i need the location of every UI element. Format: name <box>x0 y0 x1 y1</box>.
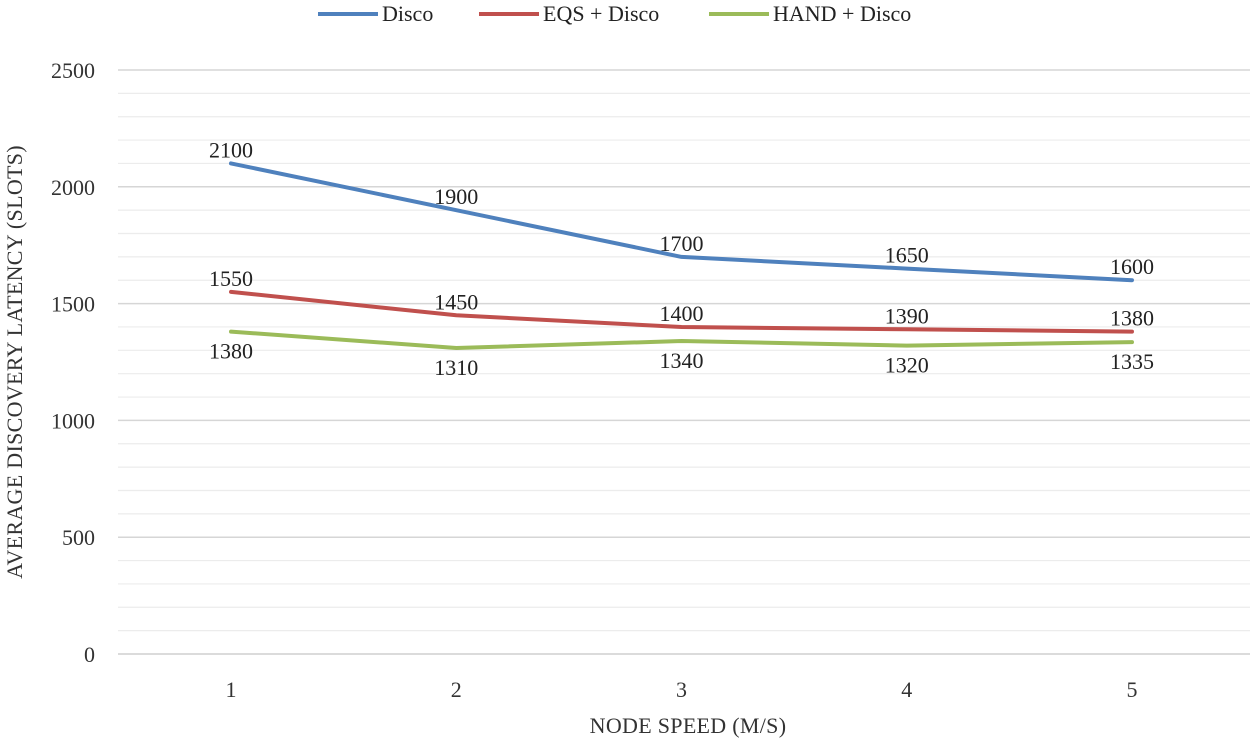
series-line-2 <box>229 329 1134 350</box>
data-label: 1380 <box>1110 306 1154 331</box>
x-tick-label: 5 <box>1127 677 1138 702</box>
data-label: 1600 <box>1110 254 1154 279</box>
x-axis-title: NODE SPEED (M/S) <box>590 713 787 738</box>
series-lines <box>229 161 1134 350</box>
y-axis-title: AVERAGE DISCOVERY LATENCY (SLOTS) <box>2 145 27 579</box>
data-label: 1380 <box>209 339 253 364</box>
data-label: 1320 <box>885 353 929 378</box>
data-label: 2100 <box>209 137 253 162</box>
x-tick-label: 2 <box>451 677 462 702</box>
y-tick-label: 2500 <box>51 58 95 83</box>
y-tick-label: 1000 <box>51 408 95 433</box>
y-tick-label: 500 <box>62 525 95 550</box>
data-label: 1335 <box>1110 349 1154 374</box>
legend-label: Disco <box>382 1 433 26</box>
legend-label: HAND + Disco <box>773 1 911 26</box>
legend-label: EQS + Disco <box>543 1 659 26</box>
data-labels: 2100 1900 1700 1650 1600 1550 1450 1400 1390 1380… <box>209 137 1154 380</box>
x-axis-ticks: 1 2 3 4 5 <box>226 677 1138 702</box>
y-tick-label: 2000 <box>51 175 95 200</box>
data-label: 1400 <box>660 301 704 326</box>
data-label: 1310 <box>434 355 478 380</box>
x-tick-label: 3 <box>676 677 687 702</box>
series-line-1 <box>229 289 1134 334</box>
data-label: 1450 <box>434 289 478 314</box>
legend: Disco EQS + Disco HAND + Disco <box>318 1 911 26</box>
x-tick-label: 4 <box>901 677 912 702</box>
y-axis-ticks: 0 500 1000 1500 2000 2500 <box>51 58 95 667</box>
data-label: 1550 <box>209 266 253 291</box>
y-tick-label: 0 <box>84 642 95 667</box>
data-label: 1900 <box>434 184 478 209</box>
data-label: 1650 <box>885 243 929 268</box>
y-tick-label: 1500 <box>51 292 95 317</box>
data-label: 1340 <box>660 348 704 373</box>
data-label: 1700 <box>660 231 704 256</box>
major-gridlines <box>118 69 1250 655</box>
series-line-0 <box>229 161 1134 283</box>
data-label: 1390 <box>885 303 929 328</box>
x-tick-label: 1 <box>226 677 237 702</box>
